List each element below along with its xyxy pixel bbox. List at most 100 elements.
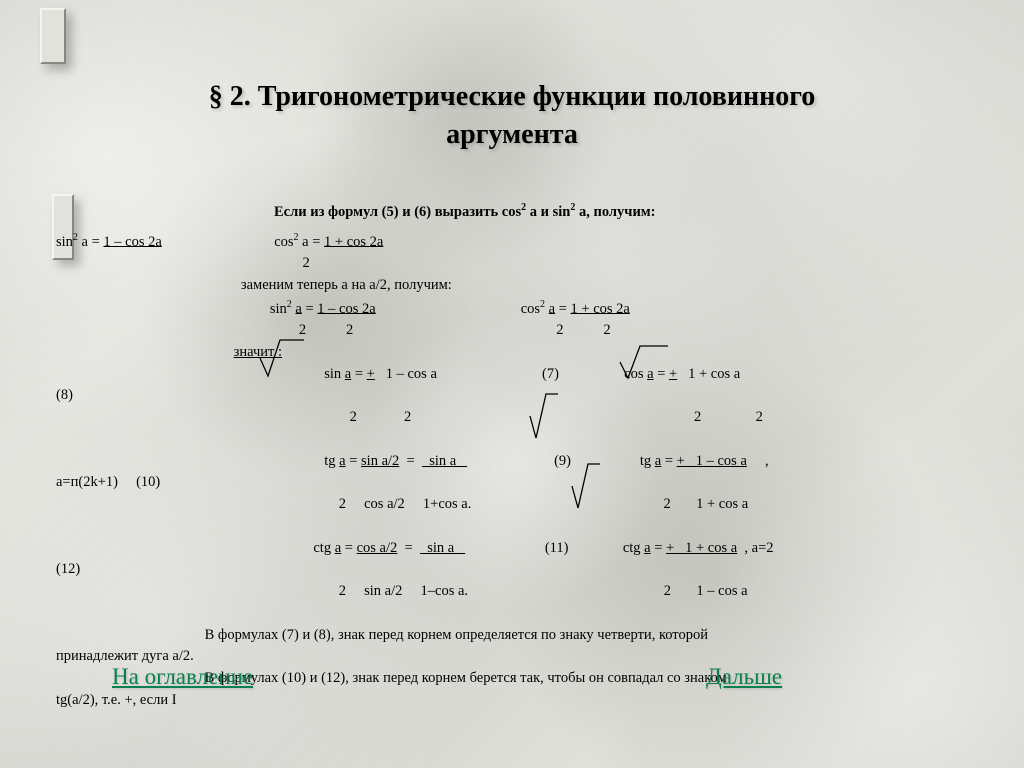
t: = bbox=[341, 540, 356, 556]
formula-row-4: sin2 a = 1 – cos 2a cos2 a = 1 + cos 2a bbox=[56, 297, 1016, 321]
t: 2 cos a/2 1+cos a. bbox=[339, 496, 472, 512]
eq-num-9: (9) bbox=[554, 453, 571, 469]
sp bbox=[56, 583, 339, 599]
t: a=п(2k+1) (10) bbox=[56, 474, 160, 490]
t: ctg bbox=[623, 540, 644, 556]
sp bbox=[56, 540, 313, 556]
t: sin bbox=[324, 366, 345, 382]
t: = bbox=[555, 300, 570, 316]
formula-row-13: ctg a = cos a/2 = sin a (11) ctg a = + 1… bbox=[56, 538, 1016, 560]
radical-icon bbox=[528, 390, 558, 442]
t: = bbox=[351, 366, 366, 382]
t: 1 – cos 2a bbox=[317, 300, 375, 316]
content-area: Если из формул (5) и (6) выразить cos 2 a… bbox=[56, 200, 1016, 712]
sp bbox=[568, 540, 622, 556]
eq-num-11: (11) bbox=[545, 540, 569, 556]
intro-line: Если из формул (5) и (6) выразить cos2 a… bbox=[274, 200, 1016, 224]
formula-row-6: значит : bbox=[56, 342, 1016, 364]
t: + bbox=[367, 366, 375, 382]
title-line-1: § 2. Тригонометрические функции половинн… bbox=[209, 81, 816, 112]
t: 2 2 bbox=[299, 322, 353, 338]
eq-num-12: (12) bbox=[56, 561, 80, 577]
t: 1 – cos 2a bbox=[103, 233, 161, 249]
t: tg bbox=[324, 453, 339, 469]
t: , bbox=[747, 453, 769, 469]
page-title: § 2. Тригонометрические функции половинн… bbox=[0, 78, 1024, 154]
t: = bbox=[399, 453, 422, 469]
sp bbox=[56, 255, 303, 271]
sp bbox=[162, 233, 274, 249]
sp bbox=[56, 453, 324, 469]
sp bbox=[353, 322, 556, 338]
t: заменим теперь a на a/2, получим: bbox=[241, 277, 452, 293]
t: sin a bbox=[420, 540, 465, 556]
t: a = bbox=[299, 233, 325, 249]
note-1a: В формулах (7) и (8), знак перед корнем … bbox=[56, 625, 1016, 647]
t: = bbox=[661, 453, 676, 469]
t: + bbox=[677, 453, 685, 469]
t: = bbox=[651, 540, 666, 556]
link-toc[interactable]: На оглавление bbox=[112, 664, 253, 689]
formula-row-11: a=п(2k+1) (10) bbox=[56, 472, 1016, 494]
t: 2 sin a/2 1–cos a. bbox=[339, 583, 468, 599]
t: = bbox=[302, 300, 317, 316]
sp bbox=[56, 627, 205, 643]
formula-row-15: 2 sin a/2 1–cos a. 2 1 – cos a bbox=[56, 581, 1016, 603]
formula-row-7: sin a = + 1 – cos a (7) cos a = + 1 + co… bbox=[56, 364, 1016, 386]
sp bbox=[465, 540, 545, 556]
formula-row-10: tg a = sin a/2 = sin a (9) tg a = + 1 – … bbox=[56, 451, 1016, 473]
sp bbox=[471, 496, 663, 512]
sp bbox=[559, 366, 624, 382]
nav-links: На оглавление Дальше bbox=[112, 664, 932, 690]
eq-num-8: (8) bbox=[56, 387, 73, 403]
eq-num-7: (7) bbox=[542, 366, 559, 382]
intro-c: a, получим: bbox=[575, 204, 655, 220]
t: 2 2 bbox=[350, 409, 412, 425]
t: tg(a/2), т.е. +, если I bbox=[56, 692, 177, 708]
t: + bbox=[666, 540, 674, 556]
t: cos a/2 bbox=[357, 540, 398, 556]
sp bbox=[376, 300, 521, 316]
radical-icon bbox=[618, 342, 668, 382]
link-next[interactable]: Дальше bbox=[706, 664, 782, 690]
t: cos bbox=[274, 233, 293, 249]
t: cos bbox=[521, 300, 540, 316]
radical-icon bbox=[258, 336, 304, 380]
t: 1 + cos 2a bbox=[571, 300, 630, 316]
radical-icon bbox=[570, 460, 600, 512]
formula-row-12: 2 cos a/2 1+cos a. 2 1 + cos a bbox=[56, 494, 1016, 516]
t: 2 bbox=[303, 255, 310, 271]
intro-b: a и sin bbox=[526, 204, 570, 220]
sp bbox=[56, 496, 339, 512]
t: 2 2 bbox=[694, 409, 763, 425]
t: sin a bbox=[422, 453, 467, 469]
formula-row-14: (12) bbox=[56, 559, 1016, 581]
sp bbox=[467, 453, 554, 469]
sp bbox=[56, 277, 241, 293]
t: tg bbox=[640, 453, 655, 469]
t: 1 + cos 2a bbox=[324, 233, 383, 249]
spacer bbox=[56, 516, 1016, 538]
formula-row-1: sin2 a = 1 – cos 2a cos2 a = 1 + cos 2a bbox=[56, 230, 1016, 254]
deco-emboss-box bbox=[40, 8, 66, 64]
formula-row-2: 2 bbox=[56, 253, 1016, 275]
t: , a=2 bbox=[737, 540, 773, 556]
sp bbox=[437, 366, 542, 382]
t: 2 2 bbox=[556, 322, 610, 338]
t: sin bbox=[56, 233, 73, 249]
spacer bbox=[56, 603, 1016, 625]
t: + bbox=[669, 366, 677, 382]
t: принадлежит дуга a/2. bbox=[56, 648, 194, 664]
title-line-2: аргумента bbox=[446, 119, 578, 150]
t: = bbox=[346, 453, 361, 469]
sp bbox=[56, 344, 234, 360]
t: a = bbox=[78, 233, 104, 249]
t: 1 – cos a bbox=[685, 453, 747, 469]
t: ctg bbox=[313, 540, 334, 556]
intro-a: Если из формул (5) и (6) выразить cos bbox=[274, 204, 521, 220]
t: В формулах (7) и (8), знак перед корнем … bbox=[205, 627, 708, 643]
t: 1 + cos a bbox=[674, 540, 737, 556]
t: 2 1 + cos a bbox=[664, 496, 749, 512]
note-2b: tg(a/2), т.е. +, если I bbox=[56, 690, 1016, 712]
sp bbox=[56, 409, 350, 425]
